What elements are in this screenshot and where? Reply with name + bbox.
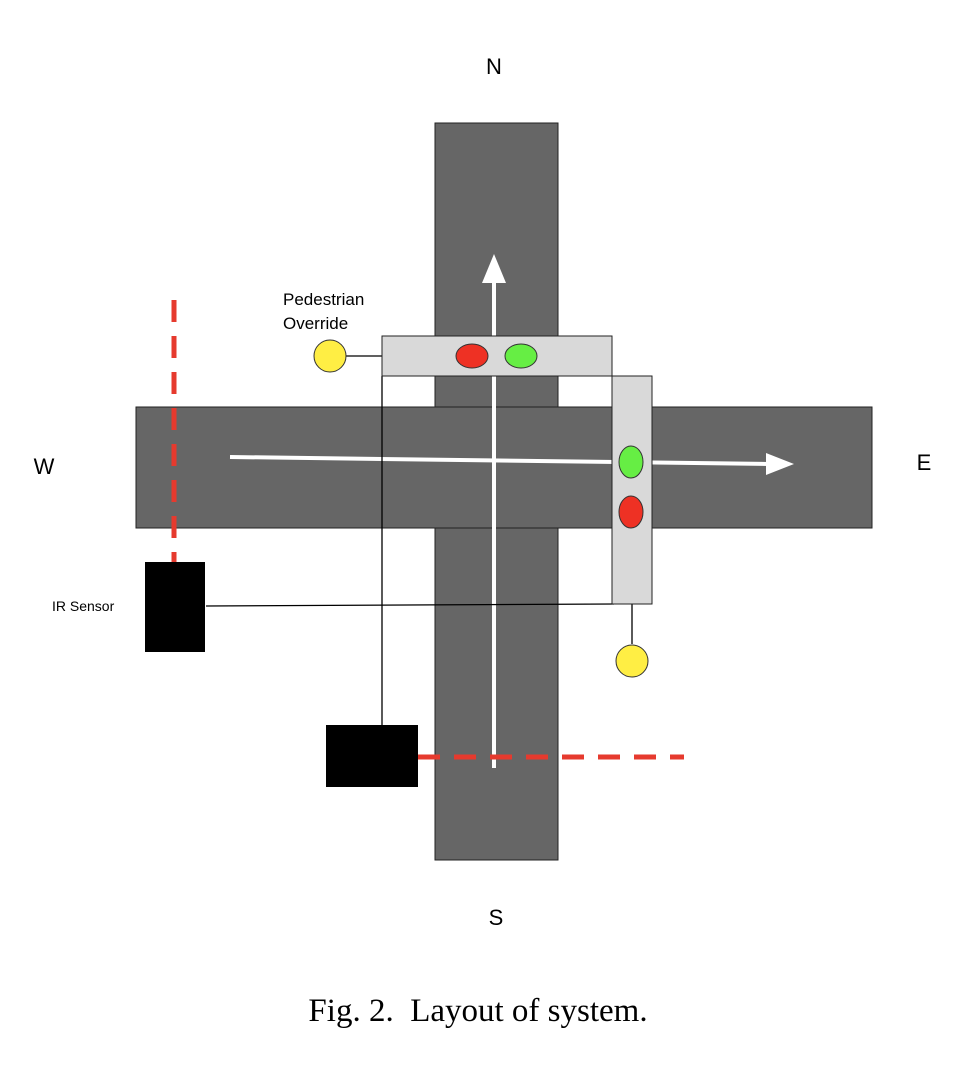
east-signal-green-light <box>618 445 644 479</box>
west-label: W <box>34 454 55 479</box>
pedestrian-override-button-east <box>615 644 649 678</box>
south-label: S <box>489 905 504 930</box>
eastbound-arrow <box>229 453 794 475</box>
west-ir-sensor <box>145 562 205 652</box>
pedestrian-override-label-line2: Override <box>283 314 348 333</box>
north-signal-green-light <box>504 343 538 369</box>
east-signal-red-light <box>618 495 644 529</box>
ir-sensor-label: IR Sensor <box>52 598 115 614</box>
pedestrian-override-label-line1: Pedestrian <box>283 290 364 309</box>
wire-east-signal-to-west-sensor <box>205 603 615 607</box>
east-label: E <box>917 450 932 475</box>
figure-caption: Fig. 2. Layout of system. <box>308 993 648 1029</box>
east-signal-housing <box>611 375 653 605</box>
north-signal-red-light <box>455 343 489 369</box>
pedestrian-override-button-north <box>313 339 347 373</box>
south-ir-sensor <box>326 725 418 787</box>
north-label: N <box>486 54 502 79</box>
north-signal-housing <box>381 335 613 377</box>
